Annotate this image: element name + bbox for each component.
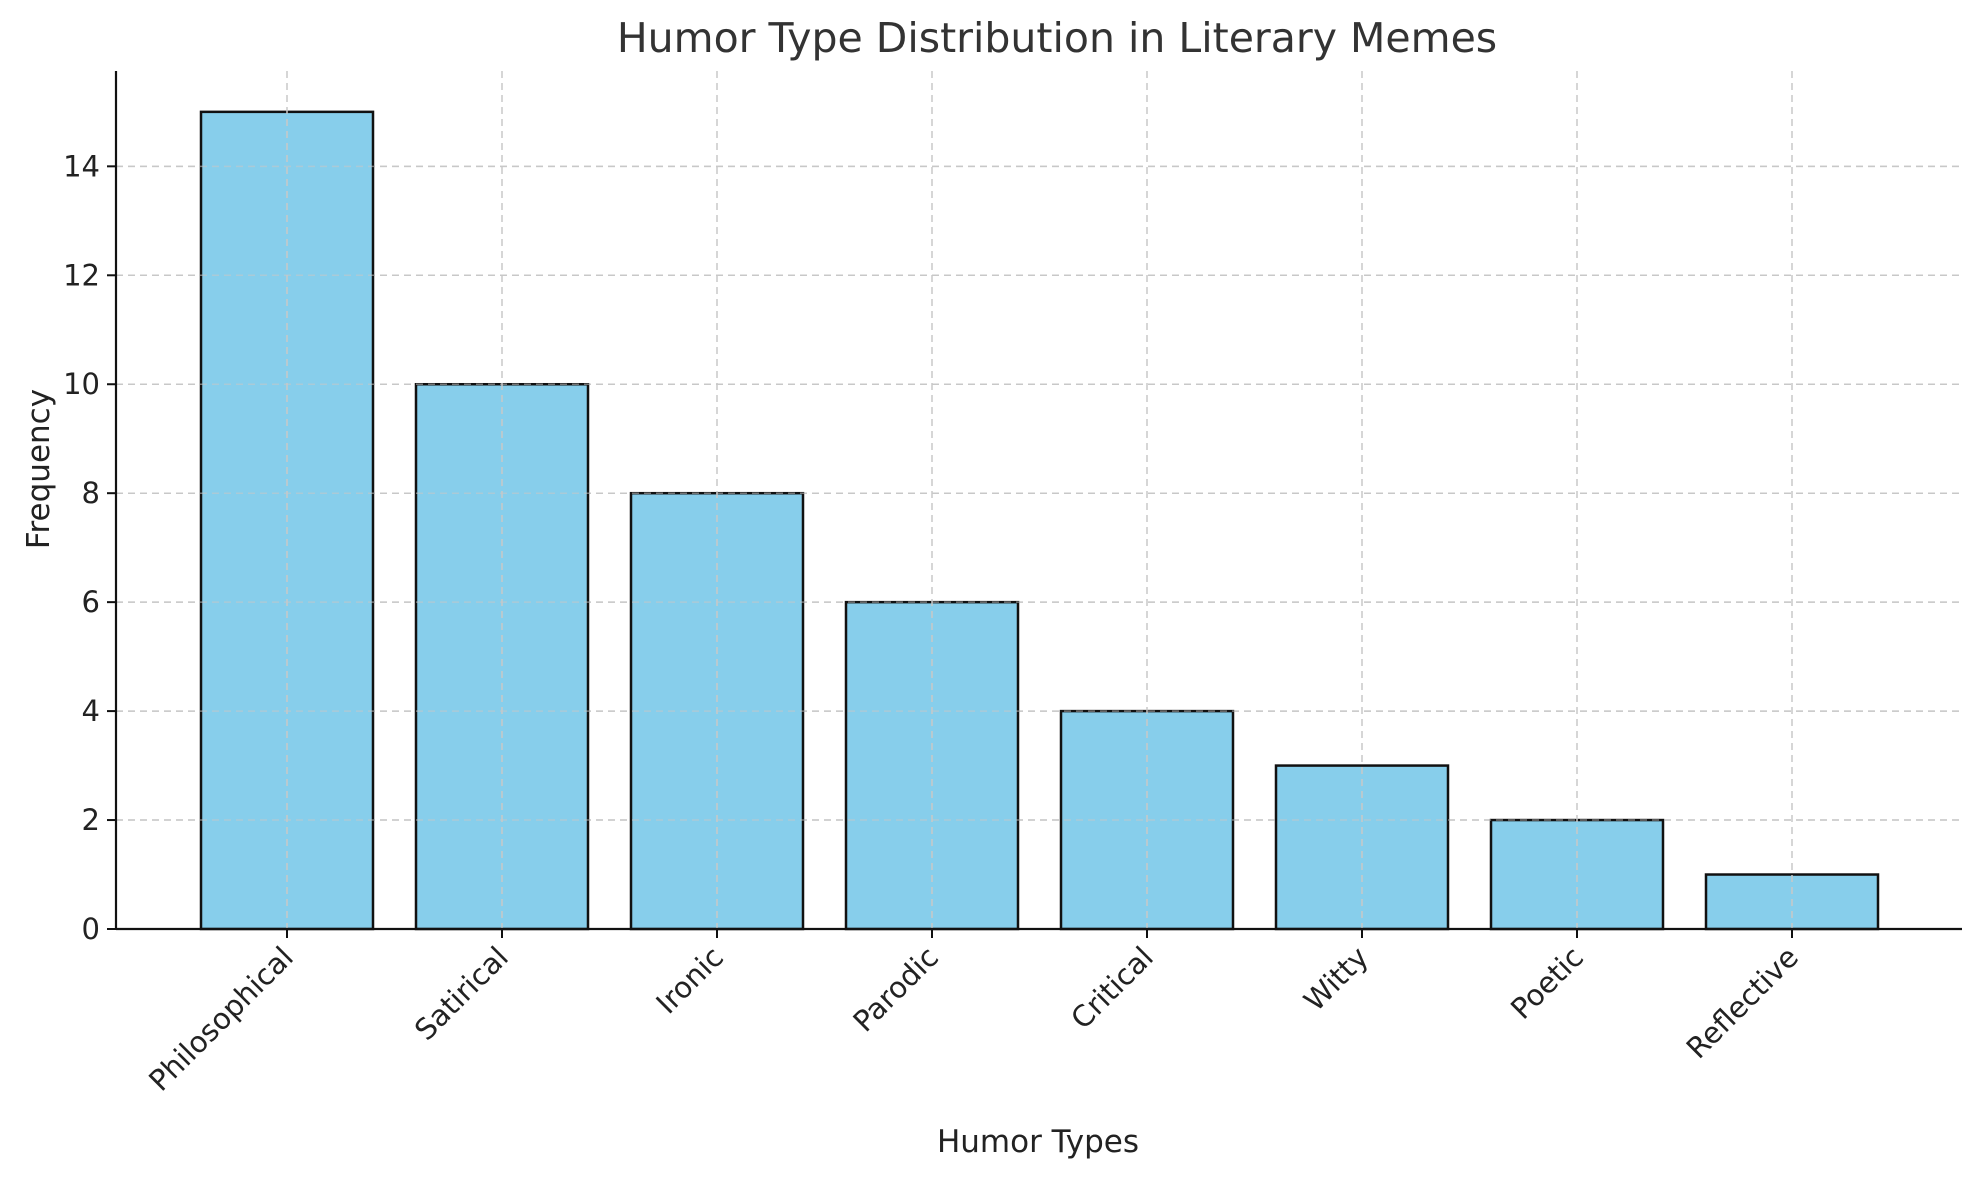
grid-lines [116,165,1962,930]
x-tick-label-philosophical: Philosophical [142,940,300,1098]
x-tick-label-parodic: Parodic [846,940,945,1039]
x-axis-ticks: Philosophical Satirical Ironic Parodic Criti… [142,929,1805,1098]
x-tick-label-reflective: Reflective [1680,940,1805,1065]
axes [114,71,1962,931]
y-tick-label: 14 [63,149,100,183]
x-tick-label-ironic: Ironic [649,940,730,1021]
y-tick-label: 0 [82,912,100,946]
bar-parodic [844,600,1020,931]
y-axis-label: Frequency [21,389,57,549]
grid-lines-over [116,71,1962,930]
x-tick-label-satirical: Satirical [408,940,515,1047]
y-tick-label: 2 [82,803,100,837]
bars [199,110,1880,931]
y-tick-label: 12 [63,258,100,292]
x-tick-label-witty: Witty [1297,940,1375,1018]
y-axis-ticks: 0 2 4 6 8 10 12 14 [63,149,116,946]
x-tick-label-poetic: Poetic [1504,940,1590,1026]
y-tick-label: 4 [82,694,100,728]
bar-satirical [414,382,590,931]
y-tick-label: 6 [82,585,100,619]
y-tick-label: 10 [63,367,100,401]
chart-title: Humor Type Distribution in Literary Meme… [617,14,1497,62]
y-tick-label: 8 [82,476,100,510]
x-axis-label: Humor Types [937,1124,1139,1160]
bar-poetic [1489,818,1665,931]
x-tick-label-critical: Critical [1064,940,1160,1036]
